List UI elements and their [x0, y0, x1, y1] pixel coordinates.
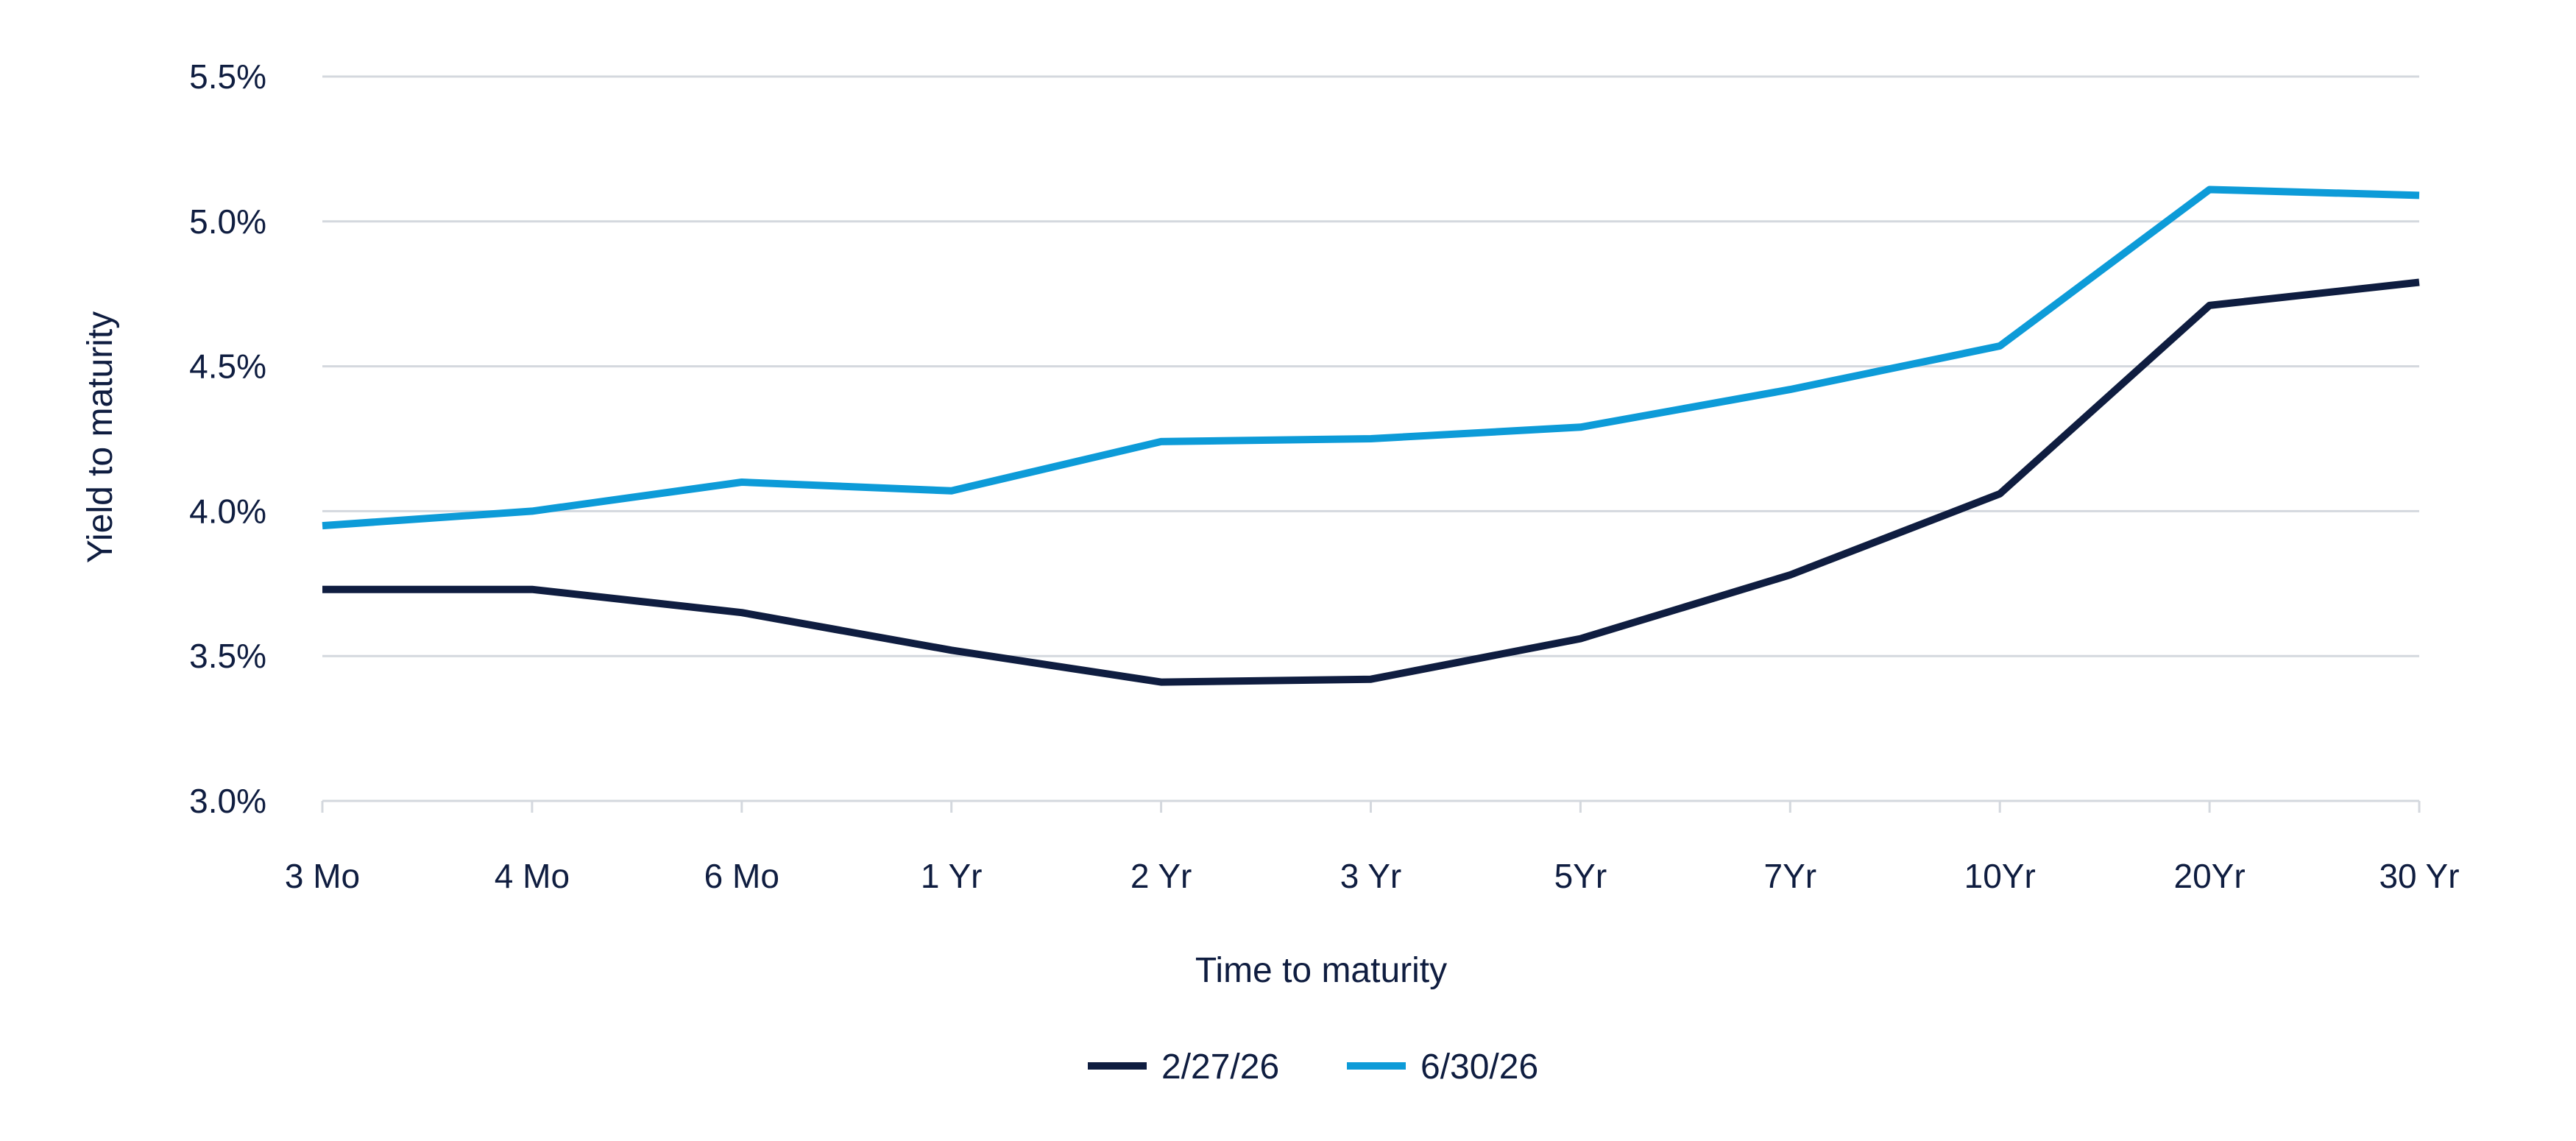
y-tick-label: 5.5%: [189, 57, 266, 96]
x-axis-title: Time to maturity: [1195, 951, 1447, 990]
y-tick-label: 4.0%: [189, 492, 266, 530]
series-line-1: [322, 186, 2420, 530]
legend: 2/27/26 6/30/26: [1088, 1048, 1538, 1087]
legend-item: 2/27/26: [1088, 1048, 1279, 1087]
x-tick-label: 6 Mo: [704, 857, 779, 895]
x-tick-label: 4 Mo: [495, 857, 570, 895]
series-lines: [322, 186, 2420, 686]
gridlines: [322, 75, 2419, 657]
series-line-0: [322, 278, 2420, 686]
legend-item: 6/30/26: [1347, 1048, 1538, 1087]
x-tick-label: 5Yr: [1554, 857, 1607, 895]
legend-label: 2/27/26: [1161, 1048, 1279, 1087]
y-tick-label: 5.0%: [189, 202, 266, 241]
x-tick-label: 30 Yr: [2379, 857, 2459, 895]
x-tick-label: 3 Mo: [285, 857, 360, 895]
x-tick-label: 2 Yr: [1130, 857, 1192, 895]
y-axis-title: Yield to maturity: [81, 311, 120, 563]
y-tick-label: 3.0%: [189, 782, 266, 820]
y-tick-label: 4.5%: [189, 347, 266, 386]
x-tick-label: 1 Yr: [921, 857, 983, 895]
y-tick-label: 3.5%: [189, 637, 266, 675]
legend-label: 6/30/26: [1420, 1048, 1538, 1087]
x-tick-label: 10Yr: [1964, 857, 2036, 895]
x-tick-label: 3 Yr: [1340, 857, 1402, 895]
x-tick-label: 20Yr: [2174, 857, 2246, 895]
x-axis: 3 Mo 4 Mo 6 Mo 1 Yr 2 Yr 3 Yr 5Yr 7Yr 10Yr 20Yr 30…: [285, 799, 2460, 895]
y-axis: 3.0% 3.5% 4.0% 4.5% 5.0% 5.5%: [189, 57, 266, 820]
x-tick-label: 7Yr: [1764, 857, 1817, 895]
